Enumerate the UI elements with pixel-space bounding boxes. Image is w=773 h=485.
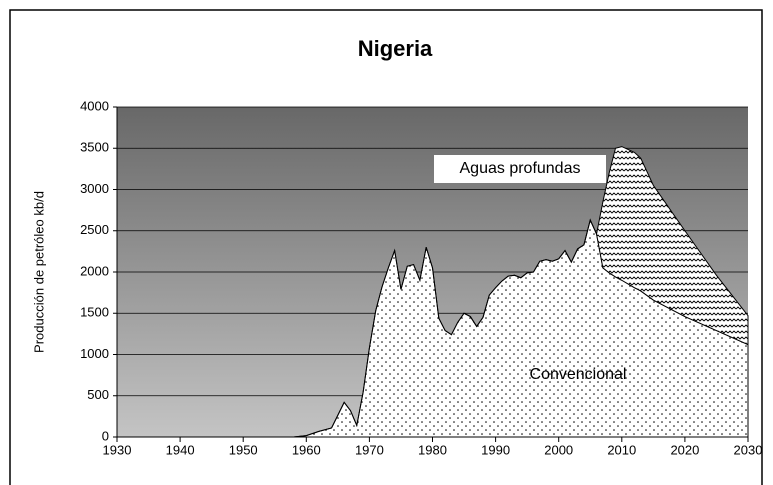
annotation: Convencional [530,366,627,383]
x-tick-label: 1940 [166,442,195,457]
chart-title: Nigeria [358,36,433,61]
y-tick-label: 3500 [80,140,109,155]
x-tick-label: 1980 [418,442,447,457]
x-tick-label: 1930 [103,442,132,457]
x-tick-label: 1990 [481,442,510,457]
x-tick-label: 2000 [544,442,573,457]
annotation-box [434,155,606,183]
x-tick-label: 1950 [229,442,258,457]
y-tick-label: 2000 [80,263,109,278]
x-tick-label: 2010 [607,442,636,457]
y-tick-label: 500 [87,387,109,402]
y-tick-label: 4000 [80,98,109,113]
y-tick-label: 3000 [80,181,109,196]
x-tick-label: 2030 [734,442,763,457]
x-tick-label: 1960 [292,442,321,457]
frame [9,9,763,485]
y-axis-label: Producción de petróleo kb/d [31,191,46,353]
x-tick-label: 2020 [670,442,699,457]
y-tick-label: 0 [102,428,109,443]
y-tick-label: 1500 [80,305,109,320]
annotation: Aguas profundas [460,160,581,177]
area [117,146,749,438]
y-tick-label: 1000 [80,346,109,361]
x-tick-label: 1970 [355,442,384,457]
y-tick-label: 2500 [80,222,109,237]
